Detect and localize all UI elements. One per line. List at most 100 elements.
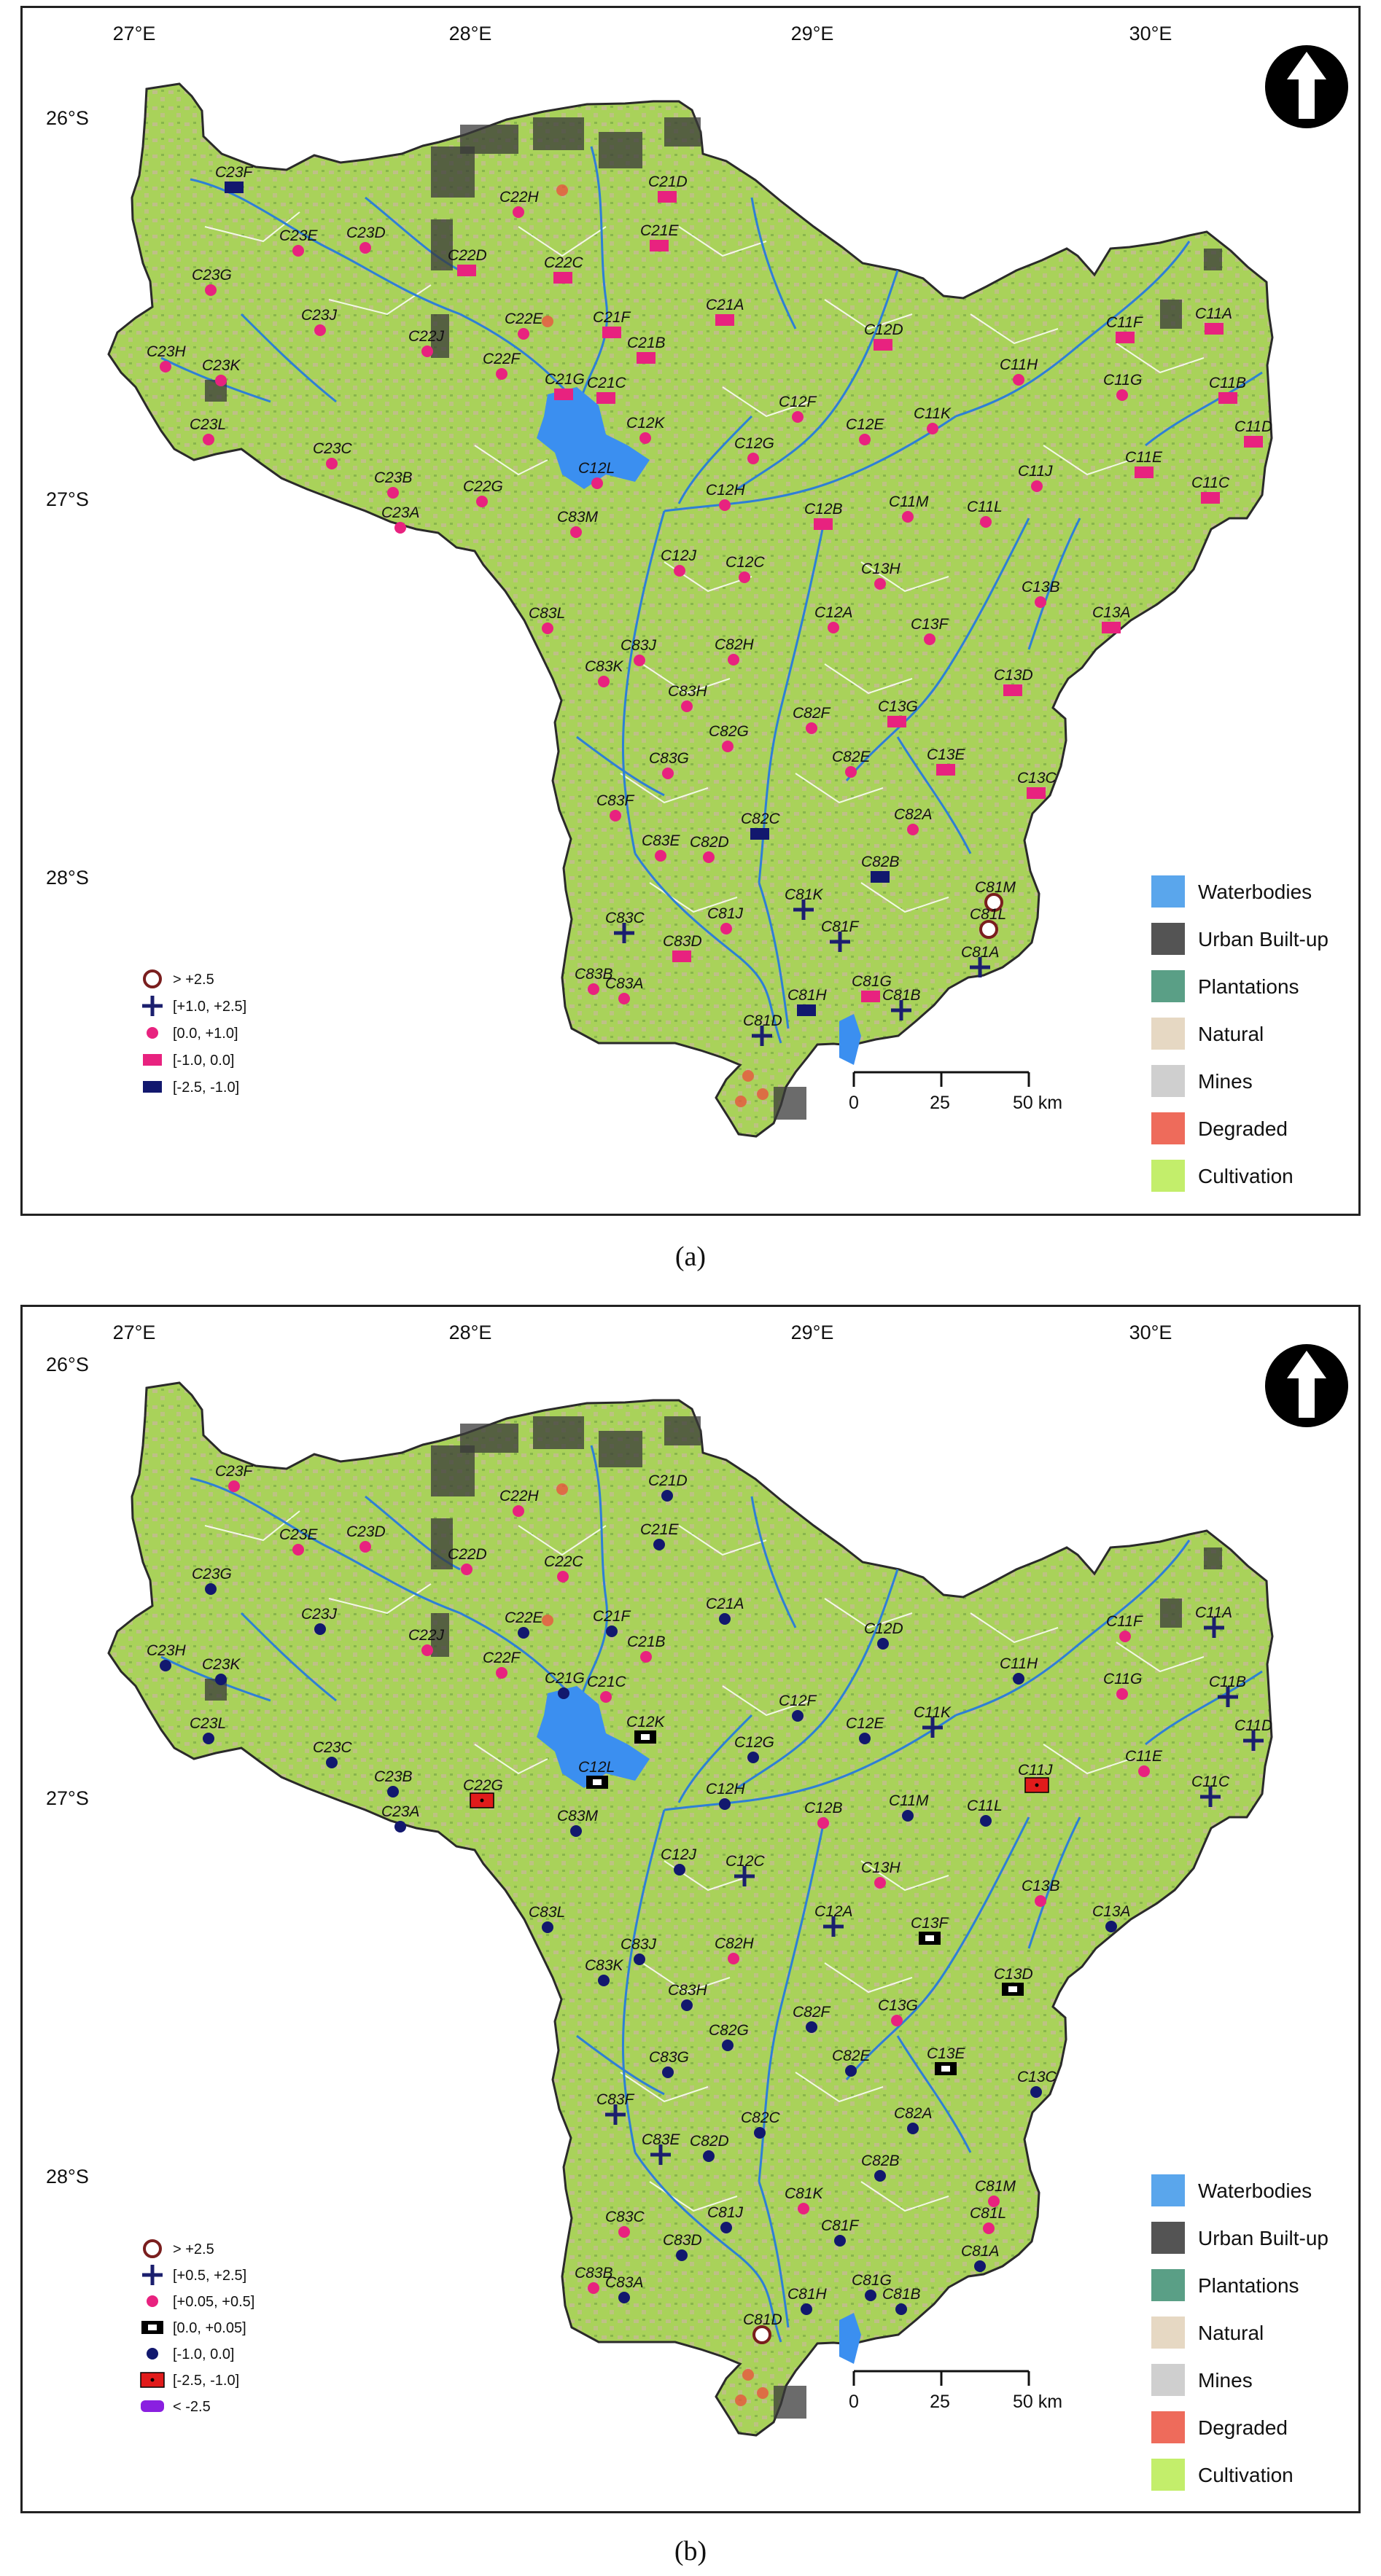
- catchment-label: C21C: [587, 1674, 627, 1690]
- catchment-label: C13H: [861, 561, 901, 577]
- catchment-label: C11J: [1018, 1762, 1053, 1779]
- boundary-line: [642, 663, 731, 695]
- river-line: [634, 853, 782, 1044]
- marker-pink-rect: [658, 191, 677, 203]
- catchment-label: C82H: [715, 636, 755, 653]
- catchment-label: C13F: [911, 616, 949, 633]
- marker-cross: [734, 1866, 755, 1886]
- marker-dot: [570, 526, 582, 538]
- catchment-label: C12K: [626, 1714, 666, 1730]
- catchment-label: C81H: [787, 2286, 828, 2303]
- degraded-patch: [542, 1615, 553, 1626]
- catchment-label: C81B: [882, 2286, 921, 2303]
- catchment-label: C21A: [706, 297, 744, 313]
- marker-navy-dot: [719, 1613, 731, 1625]
- marker-navy-dot: [326, 1757, 338, 1768]
- marker-dot: [980, 516, 992, 528]
- catchment-label: C13B: [1022, 579, 1060, 596]
- boundary-line: [204, 211, 300, 243]
- river-line: [758, 1816, 826, 2182]
- catchment-label: C81L: [970, 2205, 1006, 2222]
- marker-red-rect: [140, 2372, 165, 2388]
- marker-dot: [496, 1667, 507, 1679]
- marker-navy-rect: [797, 1004, 816, 1016]
- marker-pink-rect: [637, 352, 656, 364]
- marker-dot: [1035, 596, 1046, 608]
- catchment-label: C83J: [621, 637, 657, 654]
- marker-dot: [720, 923, 732, 934]
- marker-navy-dot: [147, 2348, 158, 2360]
- catchment-label: C12F: [779, 394, 817, 410]
- urban-patch: [774, 1087, 806, 1120]
- catchment-label: C23K: [202, 1656, 241, 1673]
- river-line: [1145, 371, 1263, 447]
- catchment-label: C83L: [529, 605, 565, 622]
- catchment-label: C13G: [878, 698, 918, 715]
- boundary-line: [649, 882, 738, 913]
- catchment-label: C23H: [147, 343, 187, 360]
- lon-label-1: 28°E: [449, 23, 492, 44]
- catchment-label: C11D: [1234, 418, 1272, 435]
- catchment-label: C11M: [889, 493, 929, 510]
- marker-dot: [891, 2015, 903, 2026]
- catchment-label: C22F: [483, 1650, 521, 1666]
- marker-pink-rect: [814, 518, 833, 530]
- catchment-label: C22G: [463, 478, 503, 495]
- catchment-label: C13H: [861, 1859, 901, 1876]
- marker-pink-rect: [457, 265, 476, 276]
- marker-navy-dot: [792, 1710, 804, 1722]
- landcover-swatch: [1151, 2174, 1185, 2206]
- catchment-label: C12K: [626, 415, 666, 432]
- landcover-label: Mines: [1198, 2369, 1253, 2392]
- catchment-label: C12D: [864, 1620, 903, 1637]
- catchment-label: C81A: [961, 2243, 1000, 2260]
- catchment-label: C13G: [878, 1997, 918, 2014]
- catchment-label: C23L: [190, 1715, 226, 1732]
- marker-navy-dot: [980, 1815, 992, 1827]
- river-line: [190, 1477, 461, 1615]
- marker-navy-dot: [1030, 2086, 1042, 2098]
- catchment-label: C22H: [499, 1488, 540, 1504]
- boundary-line: [860, 1860, 949, 1892]
- catchment-label: C13D: [994, 667, 1033, 684]
- landcover-label: Cultivation: [1198, 1165, 1294, 1187]
- catchment-label: C12B: [804, 1800, 843, 1816]
- river-line: [758, 518, 826, 883]
- lat-label-0: 26°S: [46, 1354, 89, 1375]
- landcover-label: Plantations: [1198, 975, 1299, 998]
- marker-red-rect: [470, 1792, 494, 1808]
- marker-cross: [614, 923, 634, 943]
- lat-label-1: 27°S: [46, 1787, 89, 1809]
- catchment-label: C82A: [894, 806, 933, 823]
- river-line: [1027, 1816, 1081, 1949]
- marker-cross: [1204, 1617, 1224, 1638]
- marker-dot: [215, 375, 227, 386]
- catchment-label: C12G: [734, 435, 774, 452]
- catchment-label: C21G: [545, 1670, 585, 1687]
- catchment-label: C81J: [707, 2204, 744, 2221]
- catchment-label: C83M: [557, 1808, 599, 1824]
- catchment-label: C12E: [846, 416, 885, 433]
- marker-pink-rect: [1102, 622, 1121, 633]
- marker-pink-rect: [1205, 323, 1224, 335]
- catchment-label: C11L: [967, 1798, 1003, 1814]
- marker-cross: [1218, 1687, 1238, 1707]
- marker-navy-dot: [902, 1810, 914, 1822]
- marker-white-rect: [141, 2321, 163, 2334]
- catchment-label: C82D: [690, 834, 729, 851]
- marker-dot: [598, 676, 610, 687]
- landcover-swatch: [1151, 2459, 1185, 2491]
- marker-dot: [147, 2295, 158, 2307]
- marker-dot: [591, 477, 603, 489]
- marker-navy-dot: [720, 2222, 732, 2233]
- landcover-legend: Waterbodies Urban Built-up Plantations Natu…: [1151, 2174, 1329, 2491]
- rivers: [160, 146, 1263, 1044]
- symbol-legend-label: [+1.0, +2.5]: [173, 999, 246, 1015]
- catchment-label: C21B: [627, 335, 666, 351]
- marker-navy-dot: [674, 1864, 685, 1876]
- map-panel-b: 27°E 28°E 29°E 30°E 26°S 27°S 28°S 0 25 50 km Wate…: [20, 1305, 1361, 2513]
- catchment-label: C81J: [707, 905, 744, 922]
- urban-patch: [1204, 1547, 1222, 1569]
- symbol-legend-label: [0.0, +1.0]: [173, 1026, 238, 1042]
- catchment-label: C83C: [605, 2209, 645, 2225]
